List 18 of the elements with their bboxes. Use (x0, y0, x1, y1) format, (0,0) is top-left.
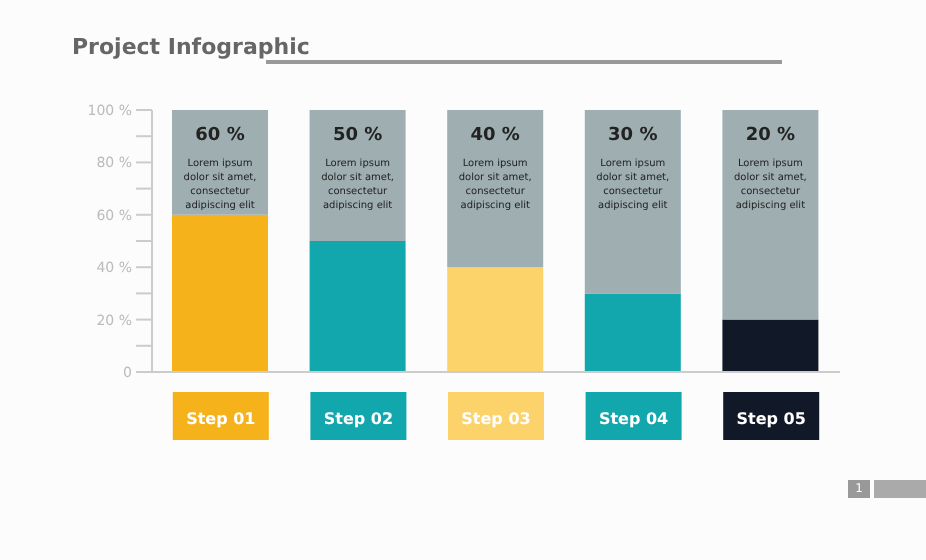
x-tick-label: Step 02 (323, 410, 394, 428)
x-tick-label: Step 04 (598, 410, 670, 428)
annotation: 40 % (470, 126, 520, 146)
x-tick-label: Step 01 (186, 410, 257, 428)
annotation: 20 % (745, 126, 796, 146)
x-tick-label: Step 05 (736, 410, 807, 428)
bar (172, 214, 268, 372)
bar (722, 319, 819, 372)
chart-title: Project Infographic (72, 34, 310, 60)
bar (722, 110, 819, 320)
annotation: 30 % (608, 126, 658, 146)
bar (309, 241, 406, 372)
bar (447, 267, 544, 372)
bar (584, 110, 681, 294)
annotation: 50 % (332, 126, 383, 146)
annotation: 60 % (195, 126, 245, 146)
bar (584, 293, 681, 372)
x-tick-label: Step 03 (461, 410, 531, 428)
